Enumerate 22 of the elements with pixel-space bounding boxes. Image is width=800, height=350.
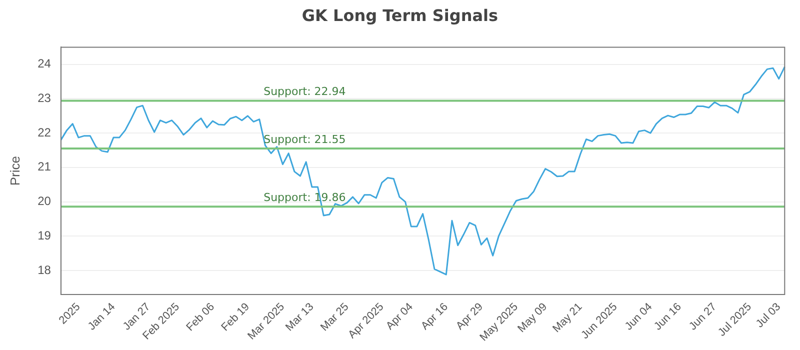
x-tick-label: Feb 19: [219, 300, 252, 334]
y-tick-label: 23: [38, 91, 52, 106]
y-axis-title: Price: [7, 156, 22, 186]
y-tick-label: 21: [38, 160, 52, 174]
y-tick-label: 20: [38, 194, 52, 208]
y-tick-label: 24: [38, 56, 52, 71]
y-tick-label: 18: [38, 262, 52, 277]
x-tick-label: Jun 27: [687, 300, 719, 333]
x-tick-label: Jun 16: [652, 300, 684, 333]
y-tick-label: 19: [38, 228, 52, 242]
ref-line-label: Support: 22.94: [264, 85, 346, 98]
x-tick-label: Jan 14: [86, 300, 118, 333]
x-tick-label: Jun 04: [622, 300, 655, 333]
x-tick-label: Apr 16: [419, 300, 450, 332]
x-tick-label: Apr 04: [384, 300, 416, 332]
x-tick-label: Feb 06: [184, 300, 217, 334]
chart-title: GK Long Term Signals: [300, 6, 500, 25]
ref-line-label: Support: 21.55: [264, 132, 346, 146]
x-tick-label: May 09: [516, 300, 550, 335]
y-tick-label: 22: [38, 125, 52, 140]
x-tick-label: Jul 03: [754, 300, 784, 330]
x-tick-label: Mar 13: [283, 300, 316, 334]
